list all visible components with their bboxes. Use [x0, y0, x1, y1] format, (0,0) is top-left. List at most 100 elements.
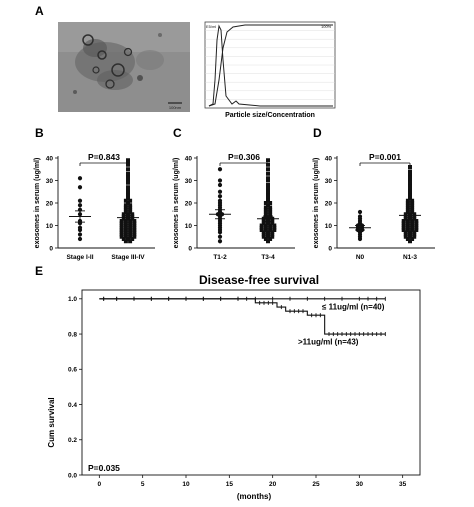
- data-point-square: [132, 228, 137, 232]
- data-point-square: [128, 225, 133, 230]
- kaplan-meier-panel-e: Disease-free survival 0 5 10 15 20 25 30 35 0.0 0.…: [47, 273, 421, 501]
- data-point-square: [121, 237, 126, 241]
- data-point-square: [408, 239, 412, 244]
- data-point-square: [266, 189, 270, 194]
- data-point-square: [121, 212, 126, 217]
- data-point-square: [266, 178, 270, 183]
- data-point-square: [270, 234, 275, 239]
- data-point-square: [266, 230, 270, 235]
- data-point-square: [405, 228, 410, 232]
- data-point-square: [401, 221, 406, 226]
- data-point-square: [266, 239, 270, 244]
- data-point-square: [403, 232, 408, 237]
- data-point-square: [408, 192, 412, 196]
- data-point-square: [268, 225, 273, 230]
- exosome-vesicle: [105, 79, 115, 89]
- data-point-square: [128, 232, 133, 237]
- data-point-square: [123, 221, 128, 226]
- data-point-square: [123, 228, 128, 232]
- data-point-square: [412, 234, 417, 239]
- data-point-square: [126, 185, 130, 190]
- data-point-square: [266, 187, 270, 192]
- data-point-square: [268, 210, 273, 214]
- data-point-square: [401, 228, 406, 232]
- data-point-square: [270, 232, 275, 237]
- data-point-square: [119, 223, 124, 228]
- data-point-square: [410, 210, 415, 214]
- data-point-square: [408, 230, 412, 235]
- legend-series-2: >11ug/ml (n=43): [298, 338, 359, 347]
- data-point-square: [123, 234, 128, 239]
- y-tick-label: 0.4: [68, 402, 77, 409]
- data-point-square: [126, 194, 130, 199]
- data-point-square: [405, 198, 410, 203]
- data-point-square: [268, 223, 273, 228]
- data-point-square: [266, 185, 270, 190]
- data-point-square: [126, 158, 130, 163]
- data-point-square: [412, 216, 417, 221]
- data-point-square: [410, 198, 415, 203]
- y-tick-label: 20: [185, 200, 193, 207]
- y-tick-label: 20: [46, 200, 54, 207]
- data-point-square: [408, 165, 412, 169]
- exosome-vesicle: [97, 50, 107, 60]
- data-point-square: [268, 207, 273, 212]
- data-point-square: [126, 201, 130, 205]
- data-point-square: [263, 223, 268, 228]
- scatter-panel-b: 0 10 20 30 40 exosomes in serum (ug/ml) Stage …: [34, 152, 155, 261]
- data-point-square: [263, 210, 268, 214]
- p-value-label: P=0.035: [88, 463, 120, 473]
- x-tick-label: 20: [269, 481, 277, 488]
- data-point-square: [408, 234, 412, 239]
- data-point-square: [268, 201, 273, 205]
- data-point-square: [272, 223, 277, 228]
- data-point-square: [119, 219, 124, 223]
- data-point-square: [132, 219, 137, 223]
- y-tick-label: 1.0: [68, 296, 77, 303]
- data-point-square: [408, 171, 412, 176]
- data-point-square: [119, 221, 124, 226]
- scale-bar-label: 100nm: [169, 105, 182, 110]
- data-point-square: [272, 228, 277, 232]
- data-point-square: [408, 178, 412, 183]
- data-point-square: [263, 225, 268, 230]
- x-category-label: T1-2: [213, 254, 227, 261]
- y-tick-label: 0.2: [68, 437, 77, 444]
- data-point-square: [270, 221, 275, 226]
- data-point-square: [132, 232, 137, 237]
- data-point-square: [126, 178, 130, 183]
- y-tick-label: 0.6: [68, 367, 77, 374]
- data-point-square: [259, 225, 264, 230]
- x-category-label: Stage I-II: [66, 254, 93, 261]
- data-point-square: [128, 210, 133, 214]
- plot-frame: [81, 289, 421, 476]
- data-point-circle: [77, 232, 83, 237]
- x-category-label: Stage III-IV: [111, 254, 145, 261]
- data-point-square: [128, 223, 133, 228]
- data-point-square: [128, 207, 133, 212]
- data-point-square: [408, 216, 412, 221]
- x-tick-label: 0: [98, 481, 102, 488]
- y-tick-label: 40: [46, 155, 54, 162]
- data-point-square: [414, 221, 419, 226]
- data-point-square: [266, 196, 270, 201]
- data-point-square: [408, 196, 412, 201]
- data-point-square: [412, 214, 417, 219]
- data-point-square: [408, 174, 412, 178]
- data-point-square: [128, 205, 133, 210]
- data-point-square: [259, 223, 264, 228]
- data-point-square: [408, 185, 412, 190]
- data-point-circle: [217, 178, 223, 183]
- data-point-square: [123, 198, 128, 203]
- data-point-square: [126, 162, 130, 167]
- data-point-square: [408, 169, 412, 174]
- exosome-vesicle: [92, 66, 100, 74]
- data-point-square: [126, 167, 130, 172]
- data-point-circle: [77, 185, 83, 190]
- data-point-square: [123, 239, 128, 244]
- panel-label-c: C: [173, 126, 182, 140]
- tem-micrograph: 100nm: [58, 22, 190, 112]
- data-point-square: [266, 221, 270, 226]
- data-point-circle: [217, 198, 223, 203]
